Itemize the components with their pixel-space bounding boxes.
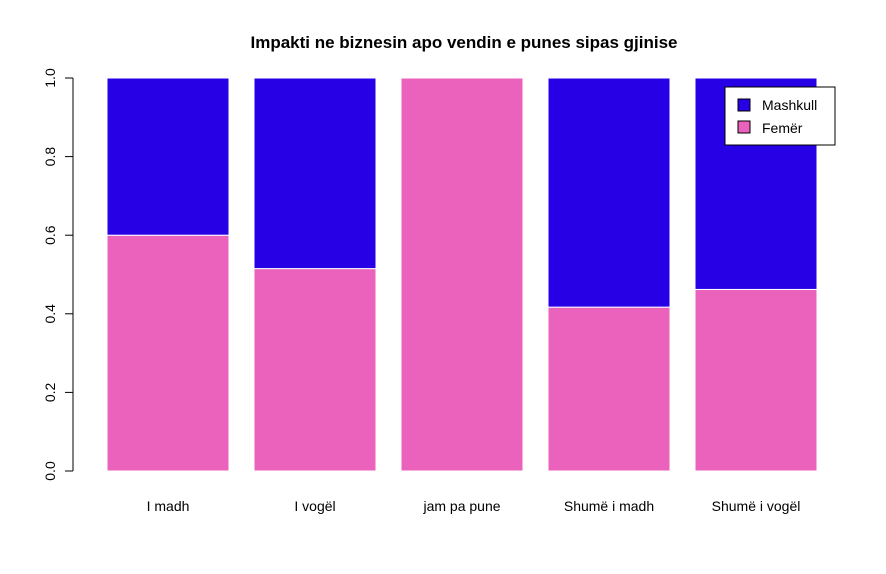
bar-femer-0 bbox=[106, 234, 230, 472]
bar-mashkull-3 bbox=[547, 77, 671, 308]
y-tick-label: 1.0 bbox=[42, 68, 58, 88]
legend-label-femer: Femër bbox=[762, 120, 803, 136]
bar-mashkull-0 bbox=[106, 77, 230, 236]
y-tick-label: 0.2 bbox=[42, 382, 58, 402]
y-tick-label: 0.0 bbox=[42, 461, 58, 481]
legend: Mashkull Femër bbox=[724, 86, 836, 146]
legend-swatch-femer bbox=[737, 120, 751, 134]
bar-femer-4 bbox=[694, 288, 818, 472]
y-tick-label: 0.6 bbox=[42, 225, 58, 245]
x-tick-label: Shumë i vogël bbox=[712, 498, 801, 514]
legend-swatch-mashkull bbox=[737, 98, 751, 112]
chart-title: Impakti ne biznesin apo vendin e punes s… bbox=[251, 33, 678, 52]
bars-group bbox=[106, 77, 818, 472]
y-ticks: 0.0 0.2 0.4 0.6 0.8 1.0 bbox=[42, 68, 73, 481]
x-tick-label: Shumë i madh bbox=[564, 498, 654, 514]
y-tick-label: 0.8 bbox=[42, 147, 58, 167]
y-tick-label: 0.4 bbox=[42, 304, 58, 324]
bar-femer-3 bbox=[547, 306, 671, 472]
x-tick-label: I vogël bbox=[294, 498, 335, 514]
legend-box bbox=[724, 86, 836, 146]
bar-mashkull-1 bbox=[253, 77, 377, 270]
x-tick-labels: I madh I vogël jam pa pune Shumë i madh Shum… bbox=[147, 498, 801, 514]
y-axis: 0.0 0.2 0.4 0.6 0.8 1.0 bbox=[42, 68, 74, 481]
x-tick-label: I madh bbox=[147, 498, 190, 514]
bar-femer-2 bbox=[400, 77, 524, 472]
bar-femer-1 bbox=[253, 268, 377, 472]
legend-label-mashkull: Mashkull bbox=[762, 97, 817, 113]
x-tick-label: jam pa pune bbox=[422, 498, 500, 514]
